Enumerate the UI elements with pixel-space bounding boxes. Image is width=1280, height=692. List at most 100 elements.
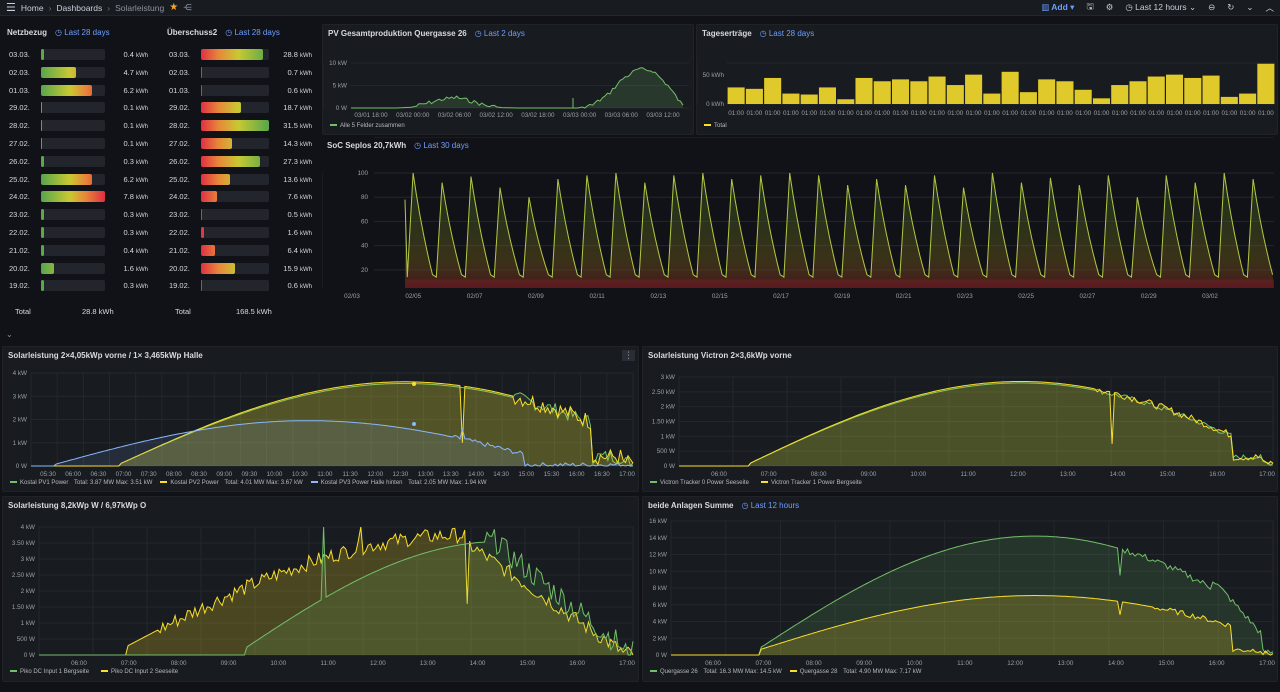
breadcrumb-dashboards[interactable]: Dashboards: [56, 2, 103, 13]
legend-item[interactable]: Quergasse 26 Total: 16.3 MW Max: 14.5 kW: [650, 669, 782, 675]
share-icon[interactable]: ⋲: [183, 2, 192, 12]
bar: [873, 81, 891, 104]
solar2-chart[interactable]: 0 W 500 W 1 kW 1.50 kW 2 kW 2.50 kW 3 kW 06:00 0…: [643, 347, 1278, 492]
victron0-area: [679, 382, 1273, 466]
legend-item[interactable]: Kostal PV1 Power Total: 3.87 MW Max: 3.5…: [10, 480, 152, 486]
row-value-number: 0.4: [123, 245, 134, 255]
star-icon[interactable]: ★: [169, 2, 179, 13]
row-value-unit: kWh: [300, 106, 312, 113]
x-tick-label: 01:00: [1167, 110, 1183, 117]
x-tick-label: 02/09: [528, 293, 544, 300]
legend-item[interactable]: Kostal PV3 Power Halle hinten Total: 2.0…: [310, 480, 487, 486]
panel-title-text: Tageserträge: [702, 29, 752, 38]
time-range-label: Last 12 hours: [1135, 2, 1187, 12]
legend-item[interactable]: Quergasse 28 Total: 4.90 MW Max: 7.17 kW: [789, 669, 921, 675]
legend-item[interactable]: Piko DC Input 2 Seeseite: [101, 669, 182, 675]
soc-chart[interactable]: 20 40 60 80 100 02/03 02/05 02/07 02/09 02/11 02/1…: [322, 137, 1278, 317]
row-date: 27.02.: [9, 139, 30, 148]
summe-panel: beide Anlagen Summe ◷ Last 12 hours 0 W 2 …: [642, 496, 1278, 682]
row-date: 23.02.: [9, 210, 30, 220]
legend-item[interactable]: Victron Tracker 1 Power Bergseite: [760, 480, 866, 486]
legend-item[interactable]: Total: [704, 123, 727, 129]
bar: [1239, 93, 1257, 104]
q28-area: [671, 595, 1273, 655]
menu-icon[interactable]: ☰: [6, 2, 16, 14]
time-override-label: Last 28 days: [64, 28, 110, 37]
solar3-panel: Solarleistung 8,2kWp W / 6,97kWp O 0 W 50…: [2, 496, 639, 682]
legend-item[interactable]: Alle 5 Felder zusammen: [330, 123, 405, 129]
x-tick-label: 17:00: [619, 660, 635, 667]
x-tick-label: 15:00: [518, 471, 534, 478]
summe-chart[interactable]: 0 W 2 kW 4 kW 6 kW 8 kW 10 kW 12 kW 14 kW 16 kW 0…: [643, 497, 1278, 682]
pv-gesamt-chart[interactable]: 0 W 5 kW 10 kW 03/01 18:00 03/02 00:00 03/02 …: [323, 25, 694, 135]
bar: [965, 74, 983, 104]
bar-gauge-row: 23.02. 0.3 kWh: [2, 206, 160, 223]
x-tick-label: 05:30: [40, 471, 56, 478]
bar: [782, 93, 800, 104]
row-value: 13.6 kWh: [274, 175, 312, 184]
time-override-label: Last 28 days: [234, 28, 280, 37]
legend-item[interactable]: Piko DC Input 1 Bergseite: [10, 669, 93, 675]
solar1-chart[interactable]: 0 W 1 kW 2 kW 3 kW 4 kW 05:30 06:00 06:30 07:00 0…: [3, 347, 639, 492]
x-tick-label: 10:00: [907, 660, 923, 667]
y-tick-label: 8 kW: [653, 585, 667, 592]
row-date: 24.02.: [169, 192, 190, 202]
x-tick-label: 01:00: [1130, 110, 1146, 117]
x-tick-label: 12:00: [1007, 660, 1023, 667]
row-value-number: 6.2: [123, 174, 134, 184]
row-date: 25.02.: [169, 174, 190, 184]
solar3-chart[interactable]: 0 W 500 W 1 kW 1.50 kW 2 kW 2.50 kW 3 kW 3.50 k…: [3, 497, 639, 682]
row-collapse-icon[interactable]: ⌄: [6, 330, 13, 339]
y-tick-label: 3.50 kW: [12, 540, 35, 547]
x-tick-label: 13:00: [1060, 471, 1076, 478]
row-value-number: 0.4: [123, 50, 134, 59]
row-value-number: 0.1: [123, 103, 134, 113]
row-value-unit: kWh: [300, 213, 312, 220]
legend-item[interactable]: Kostal PV2 Power Total: 4.01 MW Max: 3.6…: [160, 480, 303, 486]
zoom-out-icon[interactable]: ⊖: [1208, 2, 1216, 12]
row-date: 29.02.: [9, 103, 30, 113]
bar-track: [41, 155, 105, 167]
y-tick-label: 1.50 kW: [652, 419, 675, 426]
pv1-area: [31, 383, 633, 466]
ueberschuss-panel: Überschuss2 ◷ Last 28 days 03.03. 28.8 kW…: [162, 24, 320, 320]
refresh-icon[interactable]: ↻: [1227, 2, 1235, 12]
time-range-picker[interactable]: ◷ Last 12 hours ⌄: [1125, 2, 1197, 12]
bar-fill: [201, 209, 203, 221]
breadcrumb-current: Solarleistung: [115, 2, 165, 13]
x-tick-label: 15:00: [519, 660, 535, 667]
x-tick-label: 07:00: [116, 471, 132, 478]
x-tick-label: 10:00: [910, 471, 926, 478]
x-tick-label: 02/11: [589, 293, 605, 300]
x-tick-label: 01:00: [1258, 110, 1274, 117]
x-tick-label: 09:00: [861, 471, 877, 478]
panel-menu-icon[interactable]: ⋮: [622, 350, 635, 361]
legend-item[interactable]: Victron Tracker 0 Power Seeseite: [650, 480, 753, 486]
x-tick-label: 03/02 12:00: [480, 112, 514, 119]
y-tick-label: 0 W: [336, 105, 347, 112]
bar: [983, 93, 1001, 104]
add-button[interactable]: ▥ Add ▾: [1041, 2, 1075, 12]
bar-track: [201, 49, 269, 60]
row-date: 28.02.: [169, 121, 190, 131]
bar-gauge-row: 29.02. 18.7 kWh: [162, 99, 320, 116]
x-tick-label: 01:00: [747, 110, 763, 117]
bar-gauge-row: 26.02. 27.3 kWh: [162, 153, 320, 170]
x-tick-label: 01:00: [765, 110, 781, 117]
chevron-down-icon[interactable]: ⌄: [1246, 2, 1254, 12]
bar-track: [41, 209, 105, 221]
bar-gauge-row: 22.02. 0.3 kWh: [2, 224, 160, 241]
bar-gauge-row: 19.02. 0.6 kWh: [162, 277, 320, 294]
row-value-unit: kWh: [136, 142, 148, 148]
row-value: 1.6 kWh: [110, 264, 148, 273]
collapse-icon[interactable]: ︿: [1265, 2, 1274, 13]
bar-fill: [41, 173, 93, 185]
x-tick-label: 02/23: [957, 293, 973, 300]
gear-icon[interactable]: ⚙: [1105, 2, 1114, 12]
bar-track: [201, 227, 269, 238]
y-tick-label: 3 kW: [661, 374, 675, 381]
bar-gauge-row: 02.03. 4.7 kWh: [2, 64, 160, 81]
save-icon[interactable]: 🖫: [1086, 0, 1094, 11]
breadcrumb-home[interactable]: Home: [20, 2, 44, 13]
